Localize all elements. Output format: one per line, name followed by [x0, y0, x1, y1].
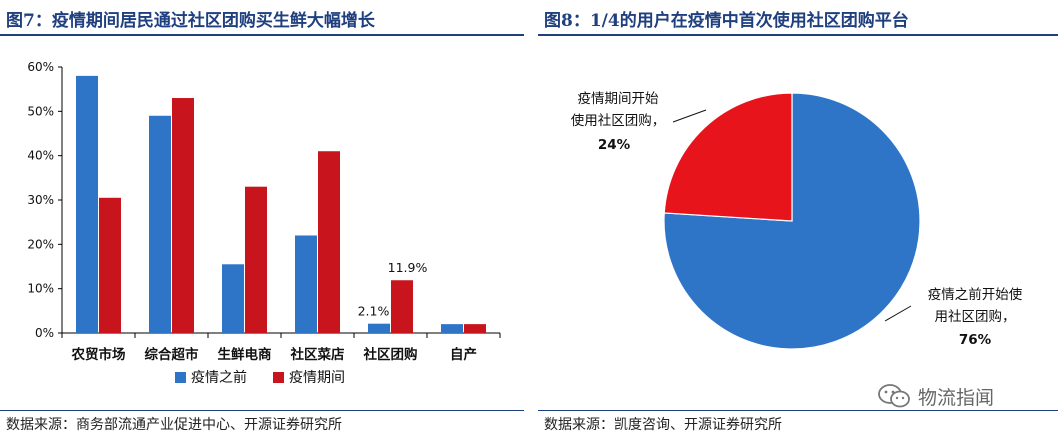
pie-leader-during	[672, 109, 707, 123]
pie-value-before: 76%	[959, 332, 992, 348]
bar-during	[172, 98, 194, 334]
x-tick-label: 农贸市场	[71, 346, 126, 363]
y-tick-label: 10%	[27, 282, 54, 296]
bar-during	[391, 280, 413, 333]
bar-before	[149, 115, 171, 334]
pie-label-during: 疫情期间开始使用社区团购，	[571, 91, 666, 129]
pie-slice-before	[663, 92, 921, 350]
pie-chart: 疫情期间开始使用社区团购， 24% 疫情之前开始使用社区团购， 76%	[571, 91, 1023, 350]
x-tick-label: 社区团购	[363, 346, 418, 363]
source-rule	[0, 410, 524, 411]
right-panel: 图8：1/4的用户在疫情中首次使用社区团购平台 疫情期间开始使用社区团购， 24%…	[538, 0, 1063, 443]
bar-during	[99, 197, 121, 333]
chart-title: 图7：疫情期间居民通过社区团购买生鲜大幅增长	[6, 11, 375, 31]
pie-value-during: 24%	[598, 137, 631, 153]
legend-label: 疫情之前	[191, 369, 247, 386]
bar-during	[245, 186, 267, 333]
y-tick-label: 60%	[27, 60, 54, 74]
x-tick-label: 社区菜店	[290, 346, 345, 363]
y-tick-label: 30%	[27, 193, 54, 207]
source-note: 数据来源：凯度咨询、开源证券研究所	[544, 417, 782, 433]
title-rule	[538, 34, 1058, 36]
bar-chart: 0% 10% 20% 30% 40% 50% 60% 农贸市场 综合超市 生鲜电商 社区菜店 社区团购…	[27, 60, 501, 386]
x-tick-label: 自产	[450, 346, 477, 363]
watermark: 物流指闻	[876, 382, 994, 410]
data-label: 2.1%	[358, 304, 390, 319]
source-rule	[538, 410, 1058, 411]
left-panel: 图7：疫情期间居民通过社区团购买生鲜大幅增长 0% 10% 20% 30% 40% 50%…	[0, 0, 528, 443]
x-tick-label: 生鲜电商	[218, 346, 272, 363]
watermark-text: 物流指闻	[918, 386, 995, 409]
source-note: 数据来源：商务部流通产业促进中心、开源证券研究所	[6, 417, 342, 433]
bar-during	[464, 324, 486, 333]
y-tick-label: 0%	[35, 326, 54, 340]
title-rule	[0, 34, 524, 36]
y-tick-label: 50%	[27, 104, 54, 118]
legend-swatch	[175, 372, 186, 383]
bar-before	[441, 324, 463, 333]
pie-leader-before	[884, 305, 912, 322]
legend-label: 疫情期间	[289, 370, 345, 386]
y-tick-label: 40%	[27, 149, 54, 163]
pie-label-before: 疫情之前开始使用社区团购，	[928, 286, 1023, 325]
bar-before	[295, 235, 317, 333]
data-label: 11.9%	[388, 260, 428, 275]
y-tick-label: 20%	[27, 237, 54, 251]
pie-slice-during	[663, 92, 793, 222]
wechat-icon	[878, 384, 910, 408]
chart-title: 图8：1/4的用户在疫情中首次使用社区团购平台	[544, 11, 909, 31]
bar-before	[368, 323, 390, 333]
bar-before	[222, 264, 244, 333]
legend-swatch	[273, 372, 284, 383]
x-tick-label: 综合超市	[145, 346, 199, 363]
bar-before	[76, 75, 98, 333]
bar-during	[318, 151, 340, 333]
